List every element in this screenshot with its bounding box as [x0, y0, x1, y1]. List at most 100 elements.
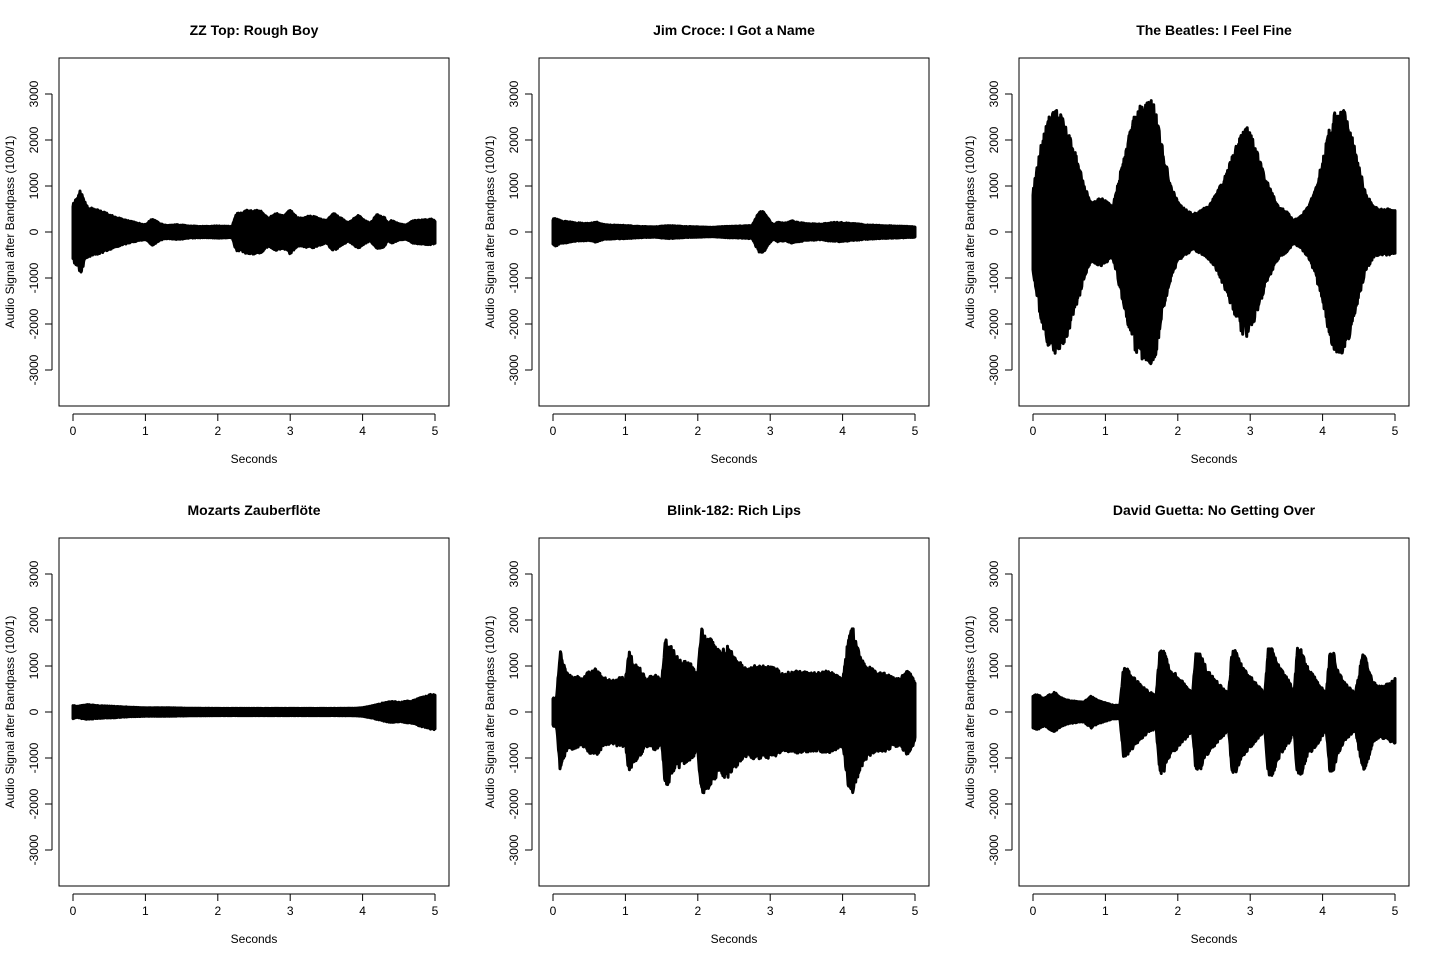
x-tick-label: 5: [1392, 424, 1399, 438]
chart-title: David Guetta: No Getting Over: [1113, 502, 1316, 518]
x-tick-label: 1: [142, 904, 149, 918]
x-tick-label: 5: [1392, 904, 1399, 918]
y-tick-label: -1000: [507, 742, 521, 773]
y-tick-label: 1000: [27, 172, 41, 199]
y-tick-label: 0: [507, 708, 521, 715]
y-tick-label: 3000: [507, 560, 521, 587]
y-tick-label: 3000: [507, 80, 521, 107]
y-tick-label: -1000: [27, 742, 41, 773]
chart-title: ZZ Top: Rough Boy: [190, 22, 319, 38]
x-tick-label: 2: [694, 424, 701, 438]
x-tick-label: 3: [767, 424, 774, 438]
y-tick-label: 0: [507, 228, 521, 235]
y-tick-label: -2000: [507, 788, 521, 819]
x-tick-label: 5: [432, 904, 439, 918]
panel-5: 0 1 2 3 4 5 -3000 -2000 -1000 0 1000 2000 3000 Second…: [483, 502, 930, 946]
y-tick-label: -3000: [27, 834, 41, 865]
y-axis-label: Audio Signal after Bandpass (100/1): [483, 616, 497, 809]
y-axis-label: Audio Signal after Bandpass (100/1): [963, 616, 977, 809]
panel-3: 0 1 2 3 4 5 -3000 -2000 -1000 0 1000 2000 3000 Second…: [963, 22, 1410, 466]
y-tick-label: 2000: [27, 606, 41, 633]
x-tick-label: 1: [1102, 424, 1109, 438]
panel-6: 0 1 2 3 4 5 -3000 -2000 -1000 0 1000 2000 3000 Second…: [963, 502, 1410, 946]
x-tick-label: 5: [912, 904, 919, 918]
waveform-series: [551, 210, 917, 254]
y-tick-label: 3000: [987, 560, 1001, 587]
x-tick-label: 5: [432, 424, 439, 438]
y-tick-label: -2000: [27, 788, 41, 819]
y-tick-label: -2000: [987, 788, 1001, 819]
chart-title: The Beatles: I Feel Fine: [1136, 22, 1292, 38]
x-tick-label: 4: [839, 424, 846, 438]
y-tick-label: -2000: [27, 308, 41, 339]
panel-4: 0 1 2 3 4 5 -3000 -2000 -1000 0 1000 2000 3000 Second…: [3, 502, 450, 946]
y-tick-label: 2000: [507, 126, 521, 153]
y-axis-label: Audio Signal after Bandpass (100/1): [3, 136, 17, 329]
x-tick-label: 4: [1319, 424, 1326, 438]
plot-frame: [1018, 57, 1410, 407]
y-tick-label: 2000: [987, 126, 1001, 153]
y-tick-label: 3000: [27, 80, 41, 107]
x-tick-label: 3: [767, 904, 774, 918]
x-tick-label: 0: [70, 424, 77, 438]
plot-frame: [58, 537, 450, 887]
plot-frame: [58, 57, 450, 407]
x-tick-label: 0: [550, 904, 557, 918]
chart-title: Jim Croce: I Got a Name: [653, 22, 815, 38]
x-tick-label: 0: [550, 424, 557, 438]
x-tick-label: 2: [1174, 424, 1181, 438]
y-tick-label: 3000: [987, 80, 1001, 107]
panel-1: 0 1 2 3 4 5 -3000 -2000 -1000 0 1000 2000 3000 Second…: [3, 22, 450, 466]
x-tick-label: 0: [1030, 424, 1037, 438]
y-tick-label: 3000: [27, 560, 41, 587]
x-tick-label: 1: [622, 424, 629, 438]
y-tick-label: 0: [27, 708, 41, 715]
x-tick-label: 1: [1102, 904, 1109, 918]
y-tick-label: 1000: [507, 652, 521, 679]
y-tick-label: 0: [987, 708, 1001, 715]
waveform-series: [71, 189, 437, 274]
y-tick-label: 0: [987, 228, 1001, 235]
x-tick-label: 0: [70, 904, 77, 918]
x-tick-label: 3: [1247, 424, 1254, 438]
x-axis-label: Seconds: [231, 452, 278, 466]
y-tick-label: 0: [27, 228, 41, 235]
plot-frame: [1018, 537, 1410, 887]
x-axis-label: Seconds: [1191, 932, 1238, 946]
x-tick-label: 2: [214, 424, 221, 438]
waveform-series: [1031, 646, 1397, 777]
x-tick-label: 2: [214, 904, 221, 918]
x-tick-label: 2: [694, 904, 701, 918]
waveform-series: [1031, 99, 1397, 366]
chart-title: Blink-182: Rich Lips: [667, 502, 801, 518]
y-tick-label: 1000: [507, 172, 521, 199]
y-tick-label: 1000: [27, 652, 41, 679]
y-tick-label: -1000: [987, 262, 1001, 293]
panel-2: 0 1 2 3 4 5 -3000 -2000 -1000 0 1000 2000 3000 Second…: [483, 22, 930, 466]
y-axis-label: Audio Signal after Bandpass (100/1): [483, 136, 497, 329]
plot-frame: [538, 57, 930, 407]
waveform-series: [71, 692, 437, 732]
y-axis-label: Audio Signal after Bandpass (100/1): [3, 616, 17, 809]
y-tick-label: 2000: [27, 126, 41, 153]
x-axis-label: Seconds: [1191, 452, 1238, 466]
y-axis-label: Audio Signal after Bandpass (100/1): [963, 136, 977, 329]
x-tick-label: 5: [912, 424, 919, 438]
y-tick-label: -3000: [507, 354, 521, 385]
x-tick-label: 4: [359, 904, 366, 918]
plot-frame: [538, 537, 930, 887]
x-tick-label: 2: [1174, 904, 1181, 918]
x-tick-label: 4: [359, 424, 366, 438]
x-axis-label: Seconds: [231, 932, 278, 946]
x-axis-label: Seconds: [711, 932, 758, 946]
y-tick-label: -2000: [507, 308, 521, 339]
y-tick-label: -3000: [987, 834, 1001, 865]
x-tick-label: 4: [1319, 904, 1326, 918]
x-tick-label: 3: [287, 424, 294, 438]
y-tick-label: 2000: [987, 606, 1001, 633]
x-tick-label: 0: [1030, 904, 1037, 918]
y-tick-label: -1000: [507, 262, 521, 293]
y-tick-label: -3000: [27, 354, 41, 385]
y-tick-label: -3000: [987, 354, 1001, 385]
